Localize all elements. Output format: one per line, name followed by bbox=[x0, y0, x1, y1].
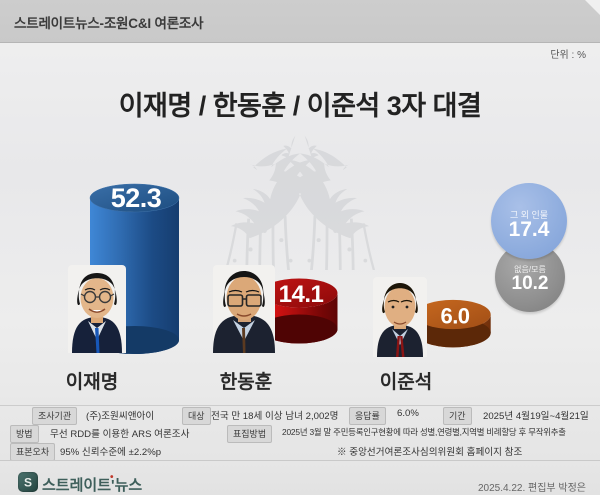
svg-text:14.1: 14.1 bbox=[279, 281, 324, 308]
svg-text:S: S bbox=[24, 476, 32, 490]
svg-text:6.0: 6.0 bbox=[440, 304, 469, 329]
